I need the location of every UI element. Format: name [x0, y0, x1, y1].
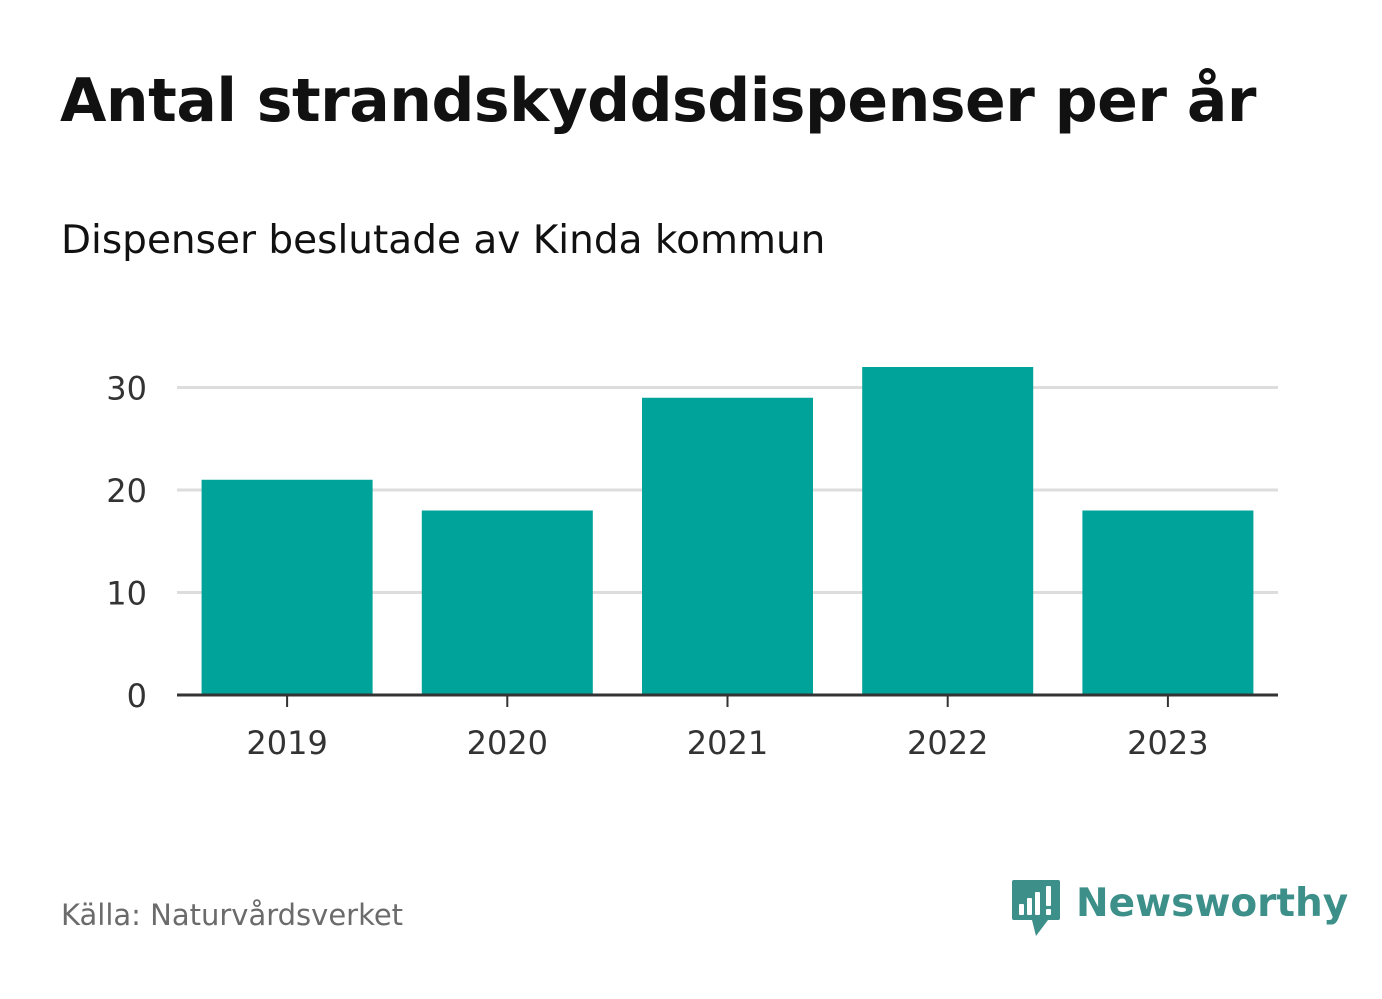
- bar-2021: [642, 397, 813, 695]
- y-tick-label: 10: [106, 575, 147, 613]
- bar-2023: [1082, 510, 1254, 695]
- chart-subtitle: Dispenser beslutade av Kinda kommun: [61, 218, 826, 263]
- x-tick-label: 2023: [1127, 724, 1208, 762]
- x-tick-label: 2021: [687, 724, 768, 762]
- brand-name: Newsworthy: [1076, 880, 1349, 926]
- y-tick-label: 20: [106, 472, 147, 510]
- bars: [201, 367, 1254, 695]
- bar-2022: [862, 367, 1034, 695]
- axes: 0 10 20 30 2019 2020 2021 2022 2023: [106, 370, 1278, 762]
- x-tick-label: 2022: [907, 724, 988, 762]
- newsworthy-logo-icon: [1012, 880, 1060, 936]
- chart-title: Antal strandskyddsdispenser per år: [60, 66, 1256, 136]
- bar-2020: [421, 510, 593, 695]
- x-tick-label: 2019: [246, 724, 327, 762]
- y-tick-label: 30: [106, 370, 147, 408]
- x-tick-label: 2020: [467, 724, 548, 762]
- y-tick-label: 0: [127, 677, 147, 715]
- source-note: Källa: Naturvårdsverket: [61, 898, 404, 932]
- brand-logo: Newsworthy: [1010, 878, 1348, 940]
- bar-2019: [201, 479, 373, 695]
